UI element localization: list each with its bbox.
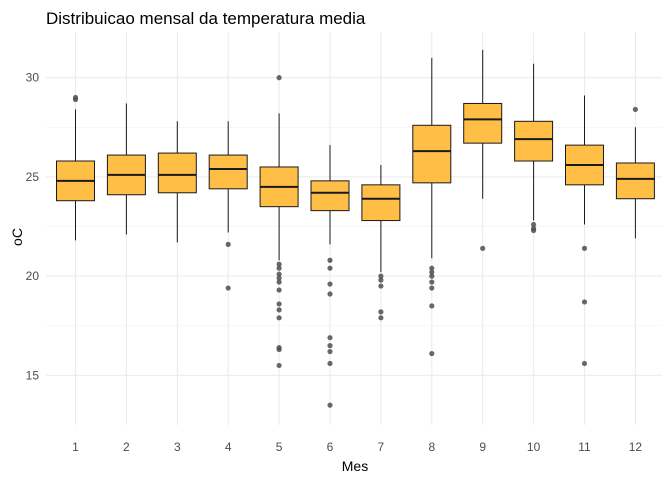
box-month-4 — [208, 121, 248, 291]
y-tick-labels: 15 20 25 30 — [26, 71, 40, 383]
outlier-point — [327, 257, 333, 263]
outlier-point — [429, 273, 435, 279]
outlier-point — [276, 287, 282, 293]
grid-lines — [46, 32, 662, 425]
x-axis-title: Mes — [342, 458, 368, 474]
outlier-point — [327, 265, 333, 271]
y-tick-label: 30 — [26, 71, 40, 85]
outlier-point — [480, 245, 486, 251]
y-tick-label: 20 — [26, 269, 40, 283]
box-series — [56, 49, 655, 408]
outlier-point — [276, 261, 282, 267]
box-month-1 — [56, 94, 95, 241]
x-tick-label: 7 — [378, 440, 385, 454]
outlier-point — [632, 106, 639, 113]
outlier-point — [531, 221, 537, 228]
outlier-point — [276, 362, 282, 369]
box-month-9 — [463, 49, 503, 251]
x-tick-label: 2 — [123, 440, 130, 454]
outlier-point — [429, 279, 435, 285]
x-tick-label: 12 — [629, 440, 643, 454]
outlier-point — [378, 273, 384, 279]
outlier-point — [327, 335, 333, 341]
box-month-6 — [310, 145, 350, 408]
y-tick-label: 25 — [26, 170, 40, 184]
box-month-11 — [565, 95, 604, 367]
outlier-point — [225, 241, 231, 247]
outlier-point — [276, 279, 282, 285]
outlier-point — [327, 343, 333, 349]
outlier-point — [276, 315, 282, 321]
chart-title: Distribuicao mensal da temperatura media — [46, 9, 366, 28]
x-tick-label: 1 — [72, 440, 79, 454]
outlier-point — [429, 265, 435, 271]
x-tick-label: 9 — [479, 440, 486, 454]
outlier-point — [276, 275, 282, 281]
x-tick-label: 11 — [578, 440, 591, 454]
outlier-point — [327, 348, 333, 355]
outlier-point — [581, 360, 588, 367]
box-iqr — [208, 154, 248, 190]
y-axis-title: oC — [9, 228, 25, 246]
x-tick-label: 6 — [327, 440, 334, 454]
box-month-10 — [514, 63, 554, 234]
x-tick-label: 3 — [174, 440, 181, 454]
box-iqr — [310, 180, 350, 212]
outlier-point — [327, 360, 333, 367]
outlier-point — [378, 315, 384, 321]
box-iqr — [412, 124, 452, 184]
outlier-point — [378, 283, 384, 289]
outlier-point — [276, 307, 282, 313]
outlier-point — [327, 402, 333, 408]
outlier-point — [581, 299, 588, 305]
y-tick-label: 15 — [26, 368, 40, 382]
outlier-point — [276, 265, 282, 271]
outlier-point — [276, 75, 282, 81]
outlier-point — [429, 285, 435, 291]
box-month-8 — [412, 57, 452, 357]
outlier-point — [429, 269, 435, 275]
box-iqr — [361, 184, 401, 222]
outlier-point — [327, 281, 333, 287]
box-month-3 — [157, 121, 197, 243]
outlier-point — [327, 291, 333, 297]
box-iqr — [463, 102, 503, 144]
outlier-point — [378, 277, 384, 283]
outlier-point — [429, 350, 435, 357]
box-iqr — [615, 162, 655, 200]
outlier-point — [72, 94, 79, 101]
box-iqr — [157, 152, 197, 194]
outlier-point — [378, 309, 384, 315]
outlier-point — [276, 346, 282, 353]
x-tick-labels: 1 2 3 4 5 6 7 8 9 10 11 12 — [72, 440, 642, 454]
x-tick-label: 5 — [276, 440, 283, 454]
x-tick-label: 10 — [527, 440, 541, 454]
outlier-point — [225, 285, 231, 291]
box-month-12 — [615, 106, 655, 239]
box-month-2 — [106, 103, 146, 235]
box-month-7 — [361, 164, 401, 321]
outlier-point — [276, 301, 282, 307]
box-iqr — [514, 120, 554, 162]
outlier-point — [429, 303, 435, 309]
x-tick-label: 8 — [428, 440, 435, 454]
x-tick-label: 4 — [225, 440, 232, 454]
outlier-point — [276, 271, 282, 277]
outlier-point — [531, 227, 537, 234]
box-month-5 — [259, 75, 299, 369]
outlier-point — [581, 245, 588, 251]
